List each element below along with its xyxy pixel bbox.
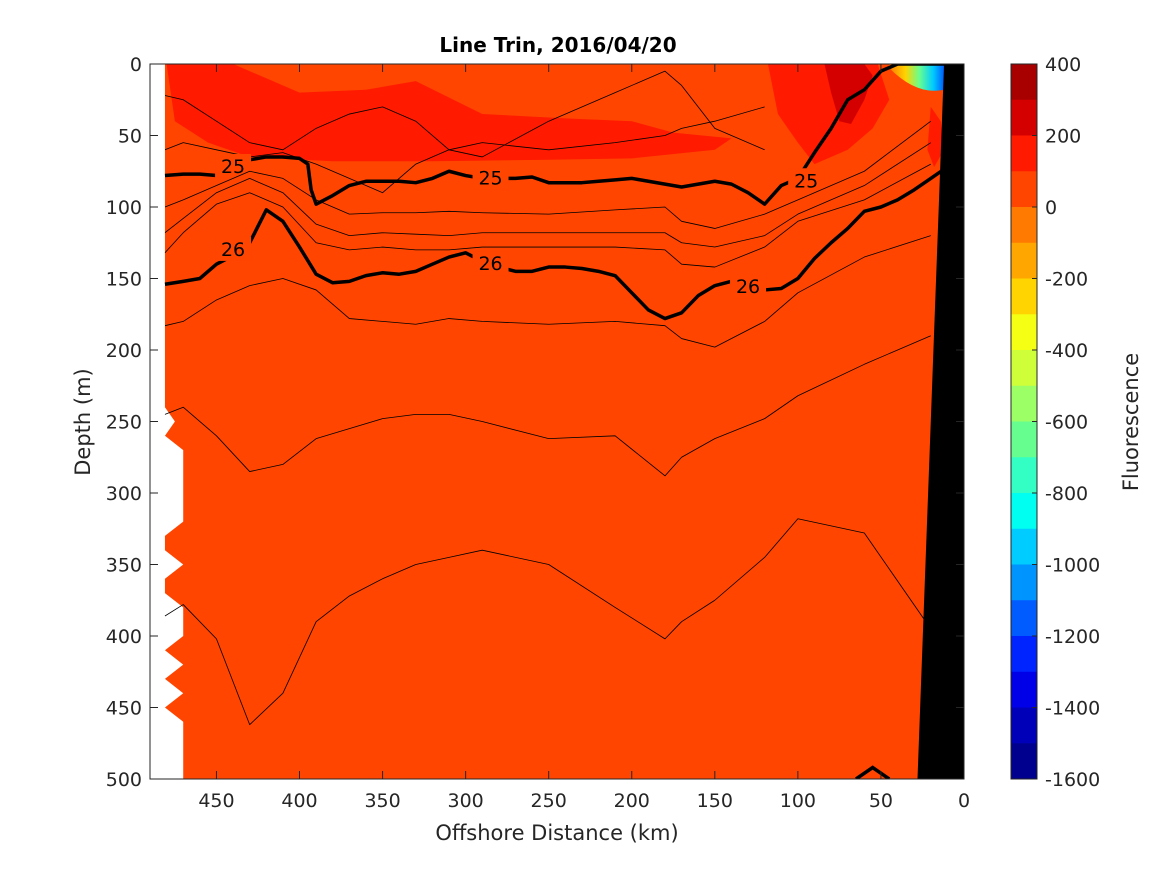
isopycnal-0 <box>164 70 765 158</box>
bottom-contour <box>855 765 891 779</box>
y-tick-label-5: 250 <box>106 412 142 434</box>
fluorescence-fill <box>164 64 945 779</box>
x-tick-label-0: 450 <box>198 790 234 812</box>
contour-label-bg-26-1 <box>472 251 509 276</box>
y-tick-label-7: 350 <box>106 555 142 577</box>
isopycnal-6 <box>164 165 949 321</box>
isopycnal-9 <box>164 518 932 726</box>
colorbar-level-6 <box>1011 278 1037 315</box>
colorbar-level-8 <box>1011 350 1037 387</box>
y-axis-label: Depth (m) <box>71 368 95 475</box>
contour-label-26-2: 26 <box>736 276 760 298</box>
y-tick-label-4: 200 <box>106 340 142 362</box>
y-axis: 0 50 100 150 200 250 300 350 400 450 500 <box>106 54 964 791</box>
contour-label-25-2: 25 <box>794 170 818 192</box>
nearshore-anomaly <box>889 64 945 91</box>
y-tick-label-2: 100 <box>106 197 142 219</box>
isopycnal-4 <box>164 142 931 248</box>
y-tick-label-9: 450 <box>106 698 142 720</box>
colorbar-tick-label-6: -800 <box>1045 483 1088 505</box>
colorbar-level-7 <box>1011 314 1037 351</box>
colorbar-level-1 <box>1011 99 1037 136</box>
contour-label-bg-25-0 <box>215 153 252 178</box>
colorbar-tick-label-10: -1600 <box>1045 769 1100 791</box>
isopycnal-8 <box>164 335 931 477</box>
colorbar-level-12 <box>1011 493 1037 530</box>
x-tick-label-6: 150 <box>697 790 733 812</box>
fill-region-2 <box>824 64 873 125</box>
x-tick-label-5: 200 <box>614 790 650 812</box>
colorbar-level-4 <box>1011 207 1037 244</box>
y-tick-label-1: 50 <box>118 126 142 148</box>
isopycnal-3 <box>164 120 932 229</box>
colorbar-tick-label-9: -1400 <box>1045 698 1100 720</box>
isopycnal-2-nearshore <box>796 64 948 180</box>
isopycnal-5 <box>164 163 931 268</box>
isopycnal-2 <box>164 155 799 206</box>
x-axis-label: Offshore Distance (km) <box>435 821 678 845</box>
colorbar-level-10 <box>1011 421 1037 458</box>
colorbar-tick-label-8: -1200 <box>1045 626 1100 648</box>
x-tick-label-2: 350 <box>364 790 400 812</box>
colorbar-level-9 <box>1011 385 1037 422</box>
fill-region-background <box>164 64 945 779</box>
x-tick-label-8: 50 <box>869 790 893 812</box>
colorbar-tick-label-3: -200 <box>1045 269 1088 291</box>
contour-label-25-0: 25 <box>221 156 245 178</box>
contour-label-bg-25-1 <box>472 165 509 190</box>
colorbar-level-0 <box>1011 64 1037 101</box>
isopycnal-7 <box>164 235 931 348</box>
colorbar-level-19 <box>1011 743 1037 780</box>
y-tick-label-6: 300 <box>106 483 142 505</box>
colorbar-level-3 <box>1011 171 1037 208</box>
contour-label-bg-26-2 <box>730 274 767 299</box>
x-tick-label-7: 100 <box>780 790 816 812</box>
colorbar-level-14 <box>1011 564 1037 601</box>
colorbar-level-18 <box>1011 707 1037 744</box>
colorbar-tick-label-0: 400 <box>1045 54 1081 76</box>
fill-region-3 <box>927 106 945 167</box>
colorbar-tick-label-7: -1000 <box>1045 555 1100 577</box>
y-tick-label-3: 150 <box>106 269 142 291</box>
x-tick-label-1: 400 <box>281 790 317 812</box>
colorbar-level-17 <box>1011 671 1037 708</box>
colorbar-tick-label-4: -400 <box>1045 340 1088 362</box>
plot-area: 25 25 25 26 26 26 <box>150 64 964 779</box>
colorbar-level-15 <box>1011 600 1037 637</box>
isopycnal-contours: 25 25 25 26 26 26 <box>164 64 949 779</box>
x-axis: 450 400 350 300 250 200 150 100 50 0 <box>198 64 970 812</box>
colorbar-level-16 <box>1011 636 1037 673</box>
colorbar-level-5 <box>1011 242 1037 279</box>
colorbar-level-11 <box>1011 457 1037 494</box>
colorbar-tick-label-1: 200 <box>1045 126 1081 148</box>
colorbar-label: Fluorescence <box>1119 353 1143 491</box>
contour-label-26-0: 26 <box>221 239 245 261</box>
fill-region-0 <box>166 64 732 162</box>
colorbar-tick-label-5: -600 <box>1045 412 1088 434</box>
contour-label-bg-25-2 <box>788 168 825 193</box>
chart-title: Line Trin, 2016/04/20 <box>439 33 676 57</box>
contour-label-bg-26-0 <box>215 236 252 261</box>
colorbar-tick-label-2: 0 <box>1045 197 1057 219</box>
land-mask-shape <box>917 64 964 779</box>
x-tick-label-4: 250 <box>531 790 567 812</box>
y-tick-label-0: 0 <box>130 54 142 76</box>
x-tick-label-9: 0 <box>958 790 970 812</box>
colorbar-level-13 <box>1011 528 1037 565</box>
y-tick-label-10: 500 <box>106 769 142 791</box>
land-mask <box>917 64 964 779</box>
x-tick-label-3: 300 <box>447 790 483 812</box>
contour-label-25-1: 25 <box>478 167 502 189</box>
y-tick-label-8: 400 <box>106 626 142 648</box>
colorbar-level-2 <box>1011 135 1037 172</box>
contour-label-26-1: 26 <box>478 253 502 275</box>
colorbar: 400 200 0 -200 -400 -600 -800 -1000 -1200 -1400 -1… <box>1010 54 1100 791</box>
